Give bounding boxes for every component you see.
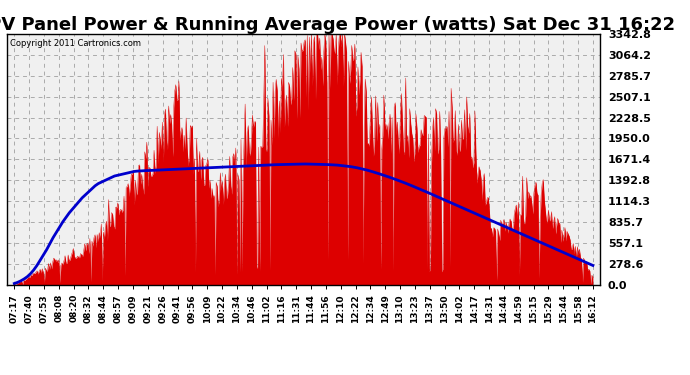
Title: Total PV Panel Power & Running Average Power (watts) Sat Dec 31 16:22: Total PV Panel Power & Running Average P… [0, 16, 675, 34]
Text: Copyright 2011 Cartronics.com: Copyright 2011 Cartronics.com [10, 39, 141, 48]
